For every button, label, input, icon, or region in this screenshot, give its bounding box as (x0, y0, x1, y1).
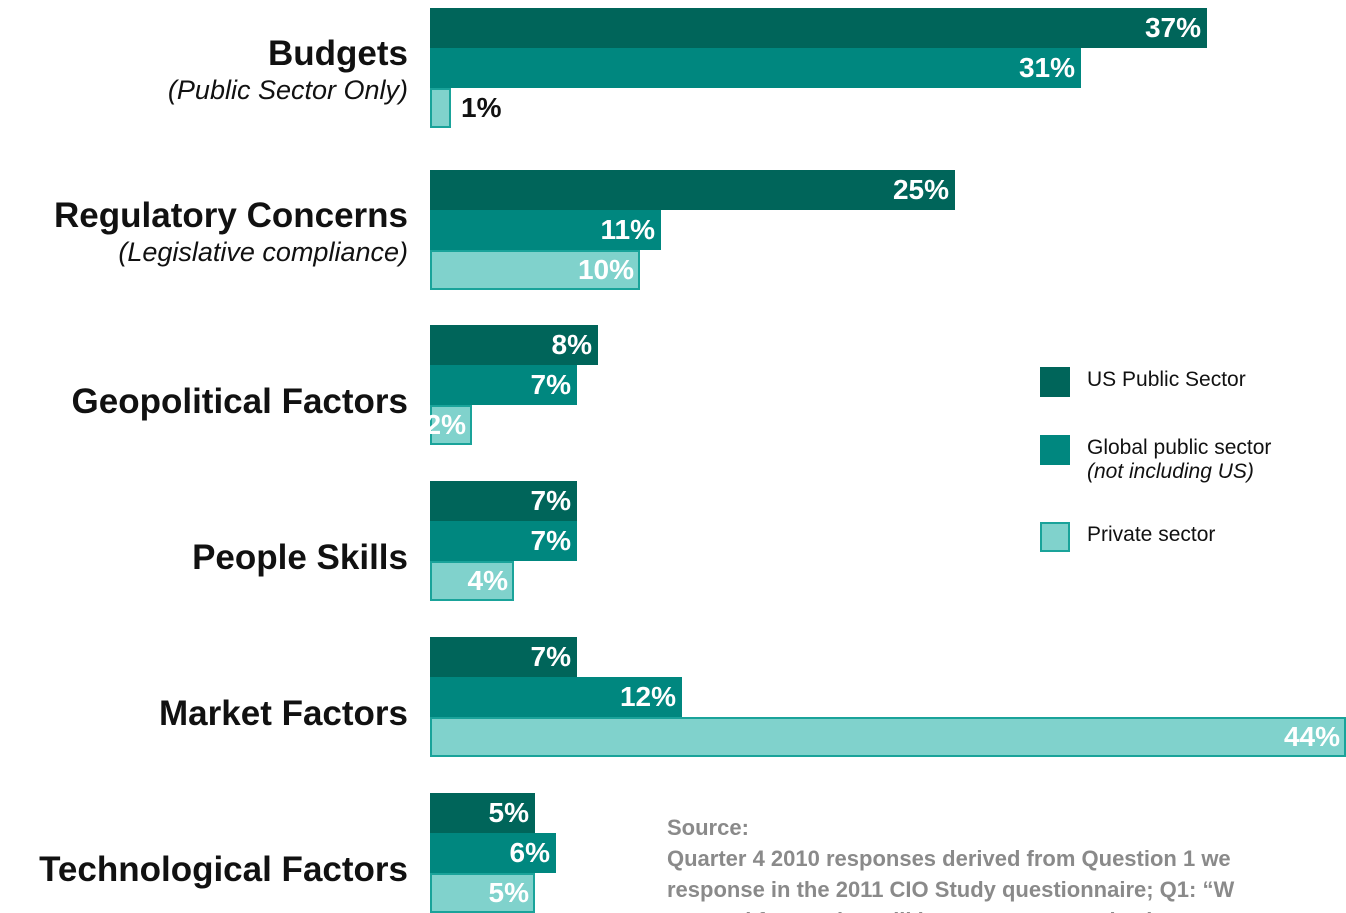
bar (430, 210, 661, 250)
bar-value-label: 25% (892, 174, 949, 205)
bar-value-label: 4% (467, 565, 508, 596)
legend-label: US Public Sector (1087, 368, 1246, 391)
bar (430, 365, 577, 405)
legend-swatch (1040, 522, 1070, 552)
bar-value-label: 2% (425, 409, 466, 440)
legend-entry: Global public sector (not including US) (1087, 436, 1271, 484)
bar (430, 8, 1207, 48)
bar (430, 48, 1081, 88)
category-title: Technological Factors (39, 850, 408, 889)
category-title: Geopolitical Factors (71, 382, 408, 421)
bar-value-label: 37% (1144, 12, 1201, 43)
legend-label: Private sector (1087, 523, 1216, 546)
category-title: People Skills (192, 538, 408, 577)
bar-value-label: 8% (551, 329, 592, 360)
legend-label: Global public sector (1087, 436, 1272, 459)
bar (430, 170, 955, 210)
bar (430, 677, 682, 717)
bar (430, 521, 577, 561)
source-heading: Source: (667, 815, 749, 840)
bar (430, 325, 598, 365)
bar-value-label: 5% (488, 877, 529, 908)
category-subtitle: (Public Sector Only) (167, 75, 408, 105)
bar-value-label: 44% (1283, 721, 1340, 752)
legend-sublabel: (not including US) (1087, 460, 1254, 483)
bar-value-label: 7% (530, 369, 571, 400)
source-line-3: external forces that will impact your or… (667, 905, 1346, 913)
bar-value-label: 7% (530, 525, 571, 556)
bar (430, 873, 535, 913)
bar-value-label: 7% (530, 641, 571, 672)
bar-value-label: 12% (619, 681, 676, 712)
bar (430, 717, 1346, 757)
legend-swatch (1040, 367, 1070, 397)
category-title: Market Factors (159, 694, 408, 733)
bar (430, 793, 535, 833)
bar (430, 481, 577, 521)
category-title: Regulatory Concerns (54, 196, 408, 235)
bar-value-label: 5% (488, 797, 529, 828)
source-note: Source: Quarter 4 2010 responses derived… (667, 812, 1346, 913)
bar (430, 833, 556, 873)
bar (430, 88, 451, 128)
bar (430, 561, 514, 601)
bar-value-label: 6% (509, 837, 550, 868)
source-line-2: response in the 2011 CIO Study questionn… (667, 877, 1235, 902)
legend-entry: Private sector (1087, 523, 1215, 547)
legend-swatch (1040, 435, 1070, 465)
bar-value-label: 1% (461, 92, 502, 123)
bar-value-label: 11% (600, 214, 656, 245)
source-line-1: Quarter 4 2010 responses derived from Qu… (667, 846, 1231, 871)
bar (430, 250, 640, 290)
bar-value-label: 31% (1018, 52, 1075, 83)
bar (430, 405, 472, 445)
category-subtitle: (Legislative compliance) (118, 237, 408, 267)
category-title: Budgets (268, 34, 408, 73)
bar-value-label: 10% (577, 254, 634, 285)
legend-entry: US Public Sector (1087, 368, 1246, 392)
bar (430, 637, 577, 677)
bar-value-label: 7% (530, 485, 571, 516)
